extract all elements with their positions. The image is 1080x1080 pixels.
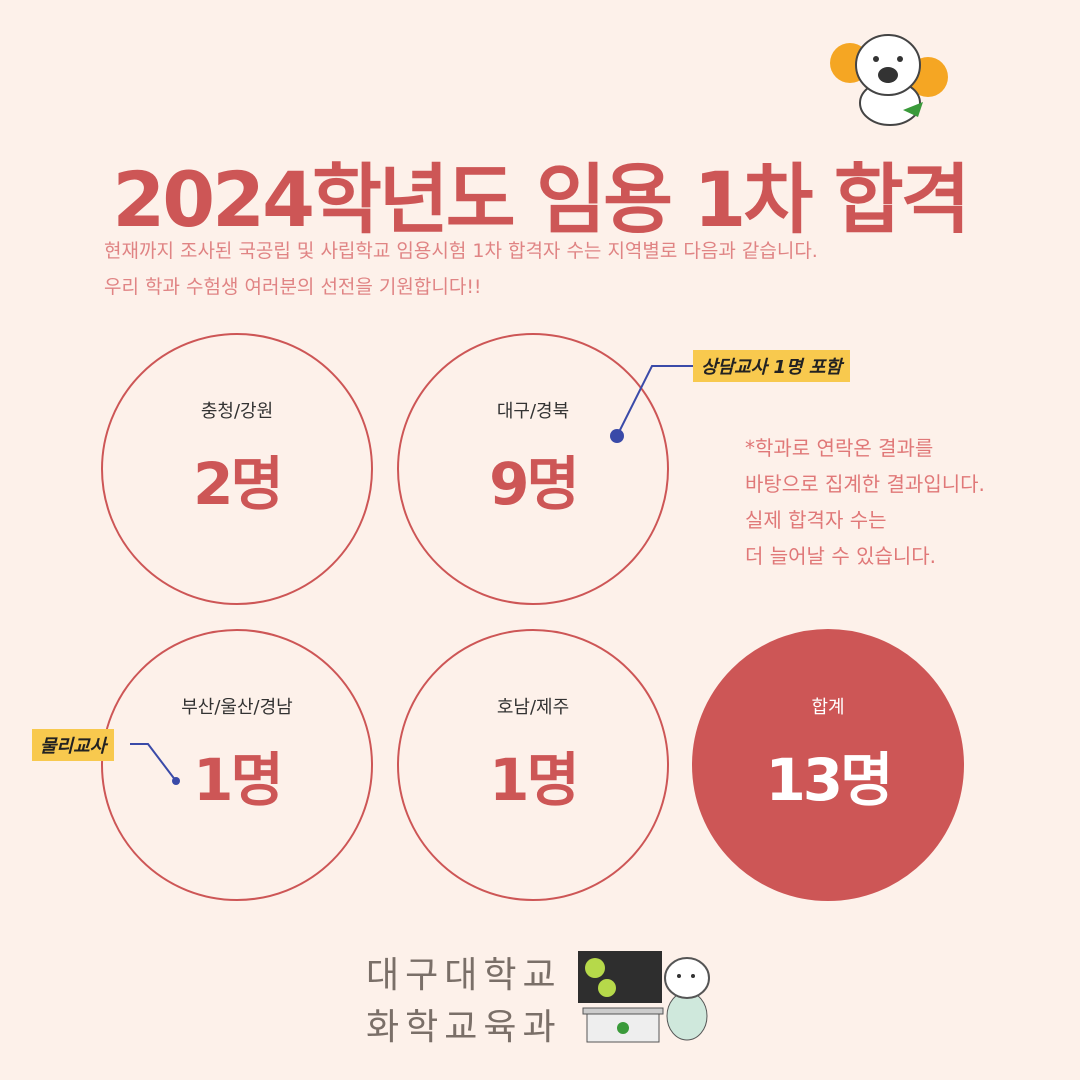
tiger-mascot-cheering-icon (830, 34, 948, 126)
region-count: 2명 (193, 450, 284, 518)
region-label: 호남/제주 (496, 697, 570, 718)
region-label: 충청/강원 (200, 401, 274, 422)
department-label: 화학교육과 (366, 1007, 562, 1048)
footnote-line: 더 늘어날 수 있습니다. (745, 544, 937, 568)
university-name: 대구대학교 (366, 955, 562, 996)
region-label: 부산/울산/경남 (181, 697, 293, 718)
subtitle-line-2: 우리 학과 수험생 여러분의 선전을 기원합니다!! (104, 276, 482, 298)
region-count: 1명 (193, 746, 284, 814)
region-circle-chungcheong: 충청/강원 2명 (101, 333, 373, 605)
region-count: 9명 (489, 450, 580, 518)
region-label: 대구/경북 (496, 401, 570, 422)
footnote-line: 바탕으로 집계한 결과입니다. (745, 472, 985, 496)
region-circle-busan: 부산/울산/경남 1명 (101, 629, 373, 901)
page-title: 2024학년도 임용 1차 합격 (112, 155, 970, 244)
annotation-tag-busan: 물리교사 (32, 729, 115, 761)
total-circle: 합계 13명 (692, 629, 964, 901)
footnote-line: *학과로 연락온 결과를 (745, 436, 934, 460)
total-label: 합계 (811, 697, 845, 718)
subtitle-line-1: 현재까지 조사된 국공립 및 사립학교 임용시험 1차 합격자 수는 지역별로 … (104, 240, 818, 262)
total-count: 13명 (765, 746, 893, 814)
region-count: 1명 (489, 746, 580, 814)
region-circle-honam: 호남/제주 1명 (397, 629, 669, 901)
footnote: *학과로 연락온 결과를 바탕으로 집계한 결과입니다. 실제 합격자 수는 더… (745, 430, 985, 574)
department-name: 대구대학교 화학교육과 (366, 950, 562, 1054)
tiger-mascot-teacher-icon (578, 951, 710, 1043)
annotation-tag-daegu: 상담교사 1명 포함 (693, 350, 850, 382)
region-circle-daegu: 대구/경북 9명 (397, 333, 669, 605)
footnote-line: 실제 합격자 수는 (745, 508, 887, 532)
